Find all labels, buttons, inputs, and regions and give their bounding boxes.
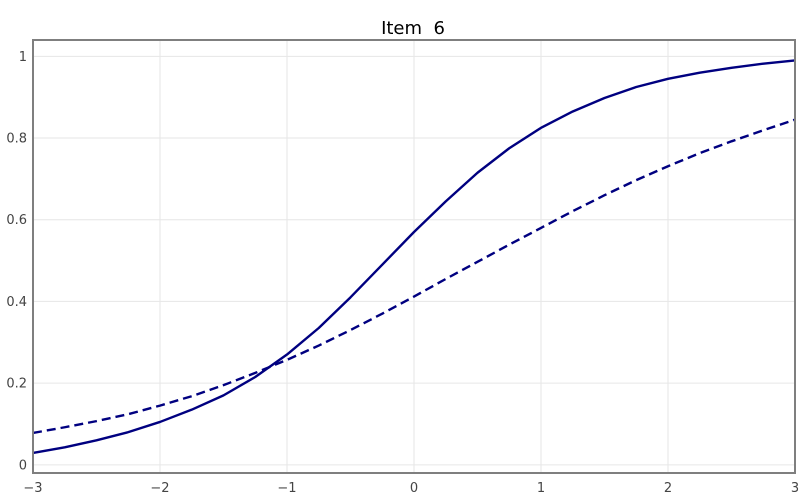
x-tick-label: 2 <box>664 481 672 496</box>
x-tick-label: 3 <box>791 481 799 496</box>
dashed-series-line <box>32 118 796 435</box>
solid-series-line <box>32 59 796 455</box>
y-tick-label: 0 <box>19 458 27 473</box>
plot-area-frame <box>32 39 796 474</box>
plot-series <box>32 59 796 455</box>
x-tick-label: −3 <box>23 481 42 496</box>
x-tick-label: −2 <box>150 481 169 496</box>
x-axis-ticks: −3 −2 −1 0 1 2 3 <box>23 481 799 496</box>
x-tick-label: 1 <box>537 481 545 496</box>
y-tick-label: 0.6 <box>6 213 27 228</box>
grid <box>32 40 796 473</box>
y-tick-label: 0.4 <box>6 295 27 310</box>
y-tick-label: 0.8 <box>6 132 27 147</box>
x-tick-label: 0 <box>410 481 418 496</box>
x-tick-label: −1 <box>277 481 296 496</box>
y-tick-label: 0.2 <box>6 377 27 392</box>
chart-title: Item 6 <box>381 18 445 39</box>
y-axis-ticks: 0 0.2 0.4 0.6 0.8 1 <box>6 50 27 473</box>
y-tick-label: 1 <box>19 50 27 65</box>
